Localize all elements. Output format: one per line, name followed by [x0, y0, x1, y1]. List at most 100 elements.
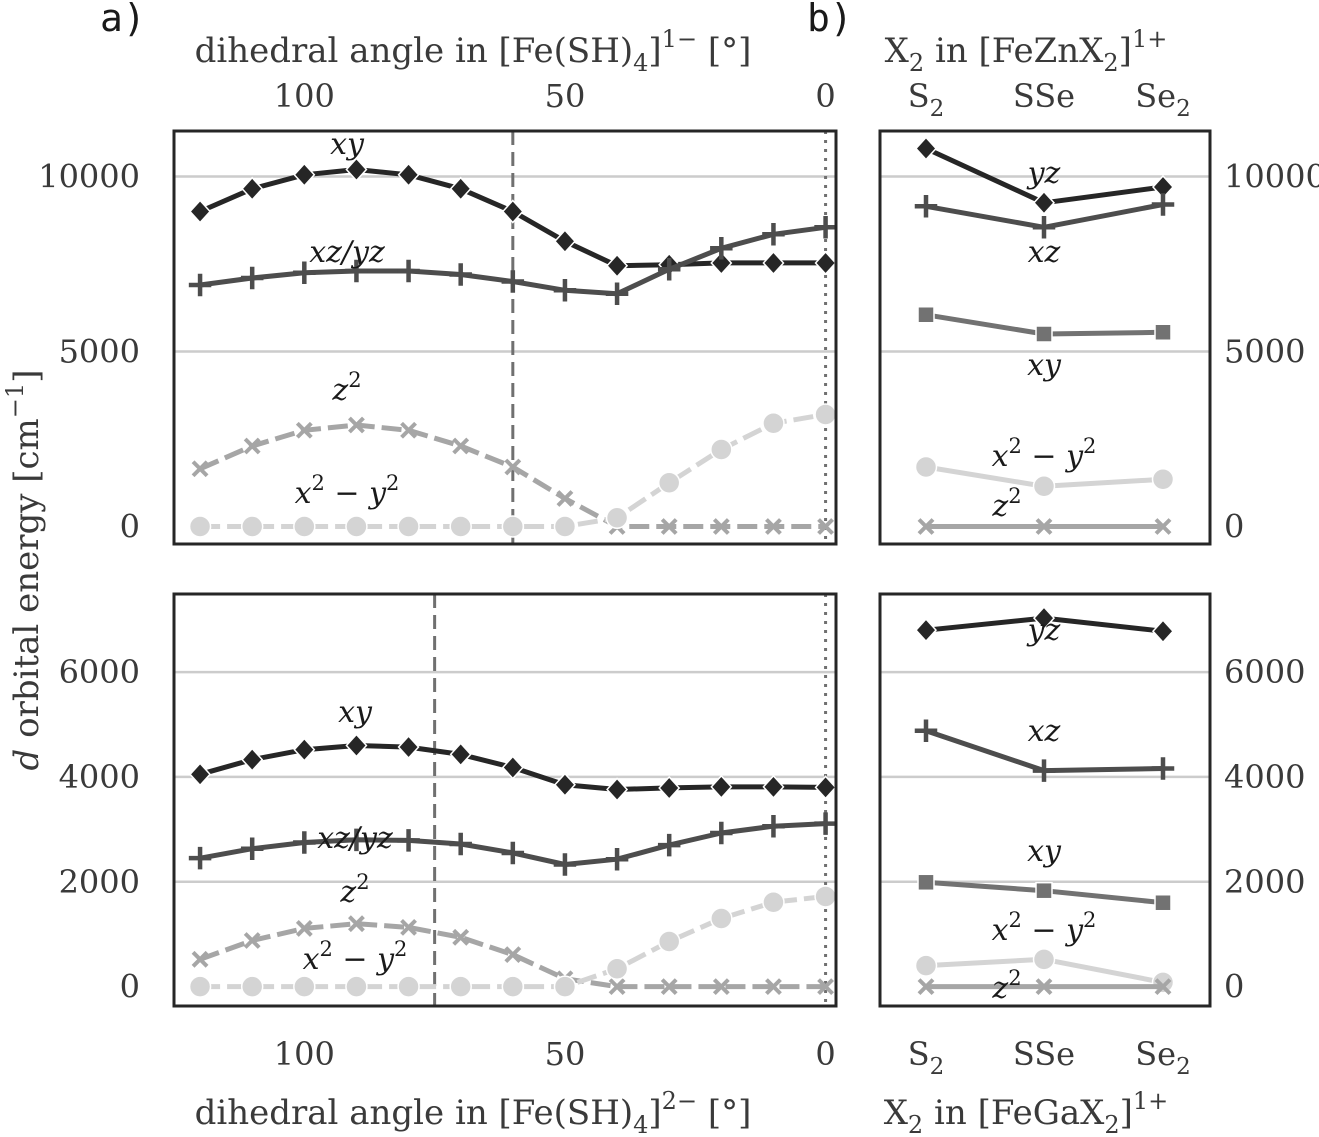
- axes-frame-a_bottom: [172, 592, 838, 1008]
- y-axis-title: d orbital energy [cm−1]: [1, 370, 47, 771]
- y-tick-label: 0: [1224, 508, 1244, 546]
- data-point-x2y2: [710, 907, 733, 930]
- data-point-sq: [1154, 323, 1172, 341]
- data-point-xy: [1151, 619, 1175, 644]
- data-point-xzyz: [605, 847, 629, 871]
- curve-label-xy: xy: [330, 127, 365, 162]
- data-point-xzyz: [657, 258, 681, 281]
- y-tick-label: 6000: [59, 653, 140, 691]
- curve-label-xy: yz: [1026, 613, 1061, 648]
- data-point-xy: [397, 734, 420, 760]
- data-point-z2: [452, 928, 470, 946]
- data-point-xzyz: [501, 841, 525, 865]
- axes-frame-a_top: [172, 129, 838, 546]
- curve-labels: xy xz/yz z2 x2 − y2 xy xz/yz z2 x2 − y2 yz xz xy x2…: [295, 127, 1097, 1006]
- data-point-xy: [762, 774, 785, 800]
- data-point-sq: [1035, 881, 1053, 900]
- curve-label-x2y2: x2 − y2: [992, 434, 1097, 474]
- data-point-z2: [348, 915, 365, 933]
- data-point-z2: [608, 978, 626, 996]
- data-point-xy: [914, 136, 938, 161]
- panel-label-b: b): [807, 0, 853, 40]
- data-point-xy: [501, 199, 524, 224]
- data-point-z2: [660, 978, 678, 996]
- data-point-sq: [917, 873, 935, 892]
- data-point-xzyz: [762, 223, 785, 246]
- data-point-z2: [765, 518, 782, 535]
- data-point-z2: [295, 920, 313, 937]
- data-point-x2y2: [501, 975, 525, 998]
- data-point-x2y2: [657, 471, 681, 494]
- data-point-z2: [348, 416, 365, 434]
- data-point-x2y2: [345, 975, 368, 998]
- data-point-xy: [710, 774, 733, 800]
- data-point-xy: [914, 618, 938, 643]
- data-point-xzyz: [449, 263, 472, 286]
- curve-label-xzyz: xz: [1028, 714, 1061, 749]
- data-point-z2: [1154, 978, 1172, 996]
- curve-label-x2y2: x2 − y2: [295, 471, 400, 511]
- data-point-x2y2: [762, 890, 785, 914]
- y-tick-label: 2000: [59, 863, 140, 901]
- data-point-xy: [606, 777, 629, 802]
- category-label: Se2: [1135, 77, 1191, 122]
- data-point-x2y2: [345, 515, 368, 538]
- data-point-xy: [501, 755, 524, 780]
- curve-label-sq: xy: [1027, 348, 1062, 383]
- data-point-xzyz: [1151, 193, 1175, 216]
- data-point-z2: [765, 978, 782, 996]
- data-point-xzyz: [553, 279, 577, 302]
- data-point-z2: [660, 518, 678, 535]
- data-point-x2y2: [188, 975, 212, 998]
- series-xzyz: [188, 812, 837, 876]
- curve-label-xy: xy: [338, 695, 373, 730]
- top-right-axis-title: X2 in [FeZnX2]1+: [885, 25, 1168, 77]
- data-point-x2y2: [914, 954, 938, 977]
- bottom-right-axis-title: X2 in [FeGaX2]1+: [884, 1087, 1169, 1137]
- series-xzyz: [914, 193, 1175, 239]
- data-point-x2y2: [657, 930, 681, 953]
- grid-layer: [174, 175, 1210, 884]
- data-point-z2: [817, 978, 834, 996]
- data-point-x2y2: [553, 975, 577, 998]
- y-tick-label: 10000: [1224, 158, 1319, 196]
- data-point-xy: [189, 199, 212, 224]
- data-point-z2: [452, 437, 470, 455]
- series-layer: [188, 136, 1175, 998]
- data-point-x2y2: [293, 515, 316, 538]
- data-point-xy: [293, 737, 316, 762]
- x-tick-label: 0: [815, 1035, 835, 1073]
- data-point-x2y2: [553, 515, 577, 538]
- bottom-left-axis-title: dihedral angle in [Fe(SH)4]2− [°]: [195, 1087, 752, 1137]
- data-point-x2y2: [914, 455, 938, 479]
- data-point-z2: [1035, 518, 1053, 535]
- curve-label-z2: z2: [991, 966, 1021, 1006]
- panel-label-a: a): [100, 0, 146, 40]
- data-point-z2: [400, 918, 417, 936]
- data-point-x2y2: [240, 975, 264, 998]
- series-x2y2: [914, 948, 1175, 994]
- curve-label-xy: yz: [1026, 156, 1061, 191]
- data-point-xzyz: [449, 832, 472, 856]
- data-point-xy: [606, 253, 629, 278]
- data-point-xy: [658, 775, 681, 801]
- data-point-x2y2: [1032, 475, 1056, 498]
- y-tick-label: 0: [1224, 968, 1244, 1006]
- data-point-z2: [191, 950, 209, 968]
- data-point-xzyz: [345, 259, 368, 283]
- data-point-xzyz: [710, 237, 733, 260]
- data-point-xy: [449, 176, 472, 201]
- data-point-xy: [553, 229, 576, 254]
- data-point-xzyz: [397, 259, 420, 283]
- data-point-xzyz: [553, 853, 577, 876]
- data-point-sq: [1035, 325, 1053, 343]
- data-point-xzyz: [188, 273, 212, 297]
- series-xy: [914, 605, 1175, 644]
- series-xy: [189, 733, 837, 802]
- curve-label-z2: z2: [339, 870, 369, 910]
- series-x2y2: [188, 885, 837, 998]
- series-z2: [917, 978, 1172, 996]
- axes-frame-b_bottom: [878, 592, 1212, 1008]
- data-point-xy: [814, 775, 837, 800]
